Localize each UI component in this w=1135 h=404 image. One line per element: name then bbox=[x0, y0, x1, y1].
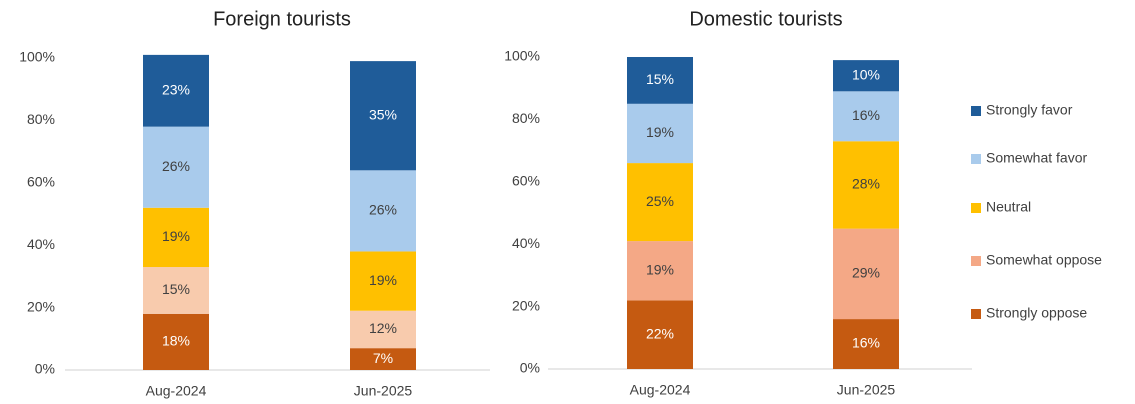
bar-segment bbox=[833, 319, 899, 369]
y-tick-label: 100% bbox=[504, 48, 540, 64]
legend-swatch bbox=[971, 106, 981, 116]
bar-segment bbox=[350, 170, 416, 252]
y-tick-label: 80% bbox=[512, 110, 540, 126]
bar-segment bbox=[833, 141, 899, 229]
data-label: 28% bbox=[852, 176, 880, 192]
bar-segment bbox=[143, 126, 209, 208]
bar-segment bbox=[627, 300, 693, 369]
bar-segment bbox=[833, 91, 899, 142]
data-label: 22% bbox=[646, 325, 674, 341]
y-tick-label: 0% bbox=[35, 361, 55, 377]
bar-segment bbox=[143, 267, 209, 314]
data-label: 26% bbox=[369, 202, 397, 218]
bar-segment bbox=[627, 103, 693, 164]
data-label: 35% bbox=[369, 106, 397, 122]
bar-segment bbox=[350, 310, 416, 349]
data-label: 19% bbox=[369, 272, 397, 288]
data-label: 19% bbox=[162, 228, 190, 244]
data-label: 23% bbox=[162, 81, 190, 97]
legend-label: Strongly oppose bbox=[986, 305, 1087, 321]
y-tick-label: 80% bbox=[27, 111, 55, 127]
bar-segment bbox=[143, 54, 209, 127]
bar-segment bbox=[627, 163, 693, 242]
bar-segment bbox=[143, 313, 209, 370]
x-tick-label: Jun-2025 bbox=[837, 382, 896, 398]
legend-swatch bbox=[971, 154, 981, 164]
data-label: 19% bbox=[646, 124, 674, 140]
bar-segment bbox=[350, 251, 416, 311]
data-label: 25% bbox=[646, 193, 674, 209]
bar-segment bbox=[833, 60, 899, 92]
legend-label: Somewhat favor bbox=[986, 150, 1087, 166]
y-tick-label: 60% bbox=[512, 173, 540, 189]
x-tick-label: Aug-2024 bbox=[146, 383, 207, 399]
legend-label: Strongly favor bbox=[986, 102, 1073, 118]
bar-segment bbox=[627, 241, 693, 301]
data-label: 19% bbox=[646, 261, 674, 277]
bar-segment bbox=[833, 228, 899, 320]
legend-swatch bbox=[971, 309, 981, 319]
bar-segment bbox=[350, 348, 416, 370]
y-tick-label: 100% bbox=[19, 49, 55, 65]
legend-swatch bbox=[971, 256, 981, 266]
y-tick-label: 40% bbox=[512, 235, 540, 251]
bar-segment bbox=[143, 207, 209, 268]
data-label: 16% bbox=[852, 335, 880, 351]
chart-title: Domestic tourists bbox=[689, 8, 842, 30]
data-label: 15% bbox=[646, 71, 674, 87]
data-label: 18% bbox=[162, 333, 190, 349]
data-label: 26% bbox=[162, 158, 190, 174]
y-tick-label: 20% bbox=[512, 297, 540, 313]
x-tick-label: Jun-2025 bbox=[354, 383, 413, 399]
data-label: 15% bbox=[162, 281, 190, 297]
data-label: 29% bbox=[852, 265, 880, 281]
y-tick-label: 60% bbox=[27, 174, 55, 190]
bar-segment bbox=[350, 61, 416, 171]
bar-segment bbox=[627, 57, 693, 104]
data-label: 16% bbox=[852, 107, 880, 123]
legend-swatch bbox=[971, 203, 981, 213]
y-tick-label: 40% bbox=[27, 236, 55, 252]
y-tick-label: 0% bbox=[520, 360, 540, 376]
legend-label: Somewhat oppose bbox=[986, 252, 1102, 268]
y-tick-label: 20% bbox=[27, 298, 55, 314]
data-label: 7% bbox=[373, 350, 393, 366]
data-label: 12% bbox=[369, 320, 397, 336]
x-tick-label: Aug-2024 bbox=[630, 382, 691, 398]
data-label: 10% bbox=[852, 66, 880, 82]
legend-label: Neutral bbox=[986, 199, 1031, 215]
chart-title: Foreign tourists bbox=[213, 8, 351, 30]
